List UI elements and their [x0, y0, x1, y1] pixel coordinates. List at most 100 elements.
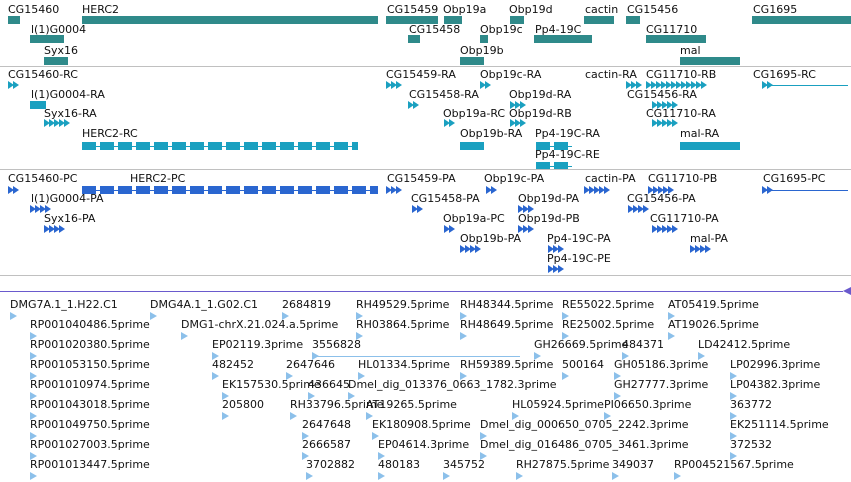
feature-label-rp004521567-5prime[interactable]: RP004521567.5prime	[674, 458, 794, 471]
feature-label-rh48344-5prime[interactable]: RH48344.5prime	[460, 298, 554, 311]
feature-label-3556828[interactable]: 3556828	[312, 338, 361, 351]
feature-label-re55022-5prime[interactable]: RE55022.5prime	[562, 298, 655, 311]
feature-bar-cg15456[interactable]	[626, 16, 640, 24]
feature-marker-205800[interactable]	[222, 412, 229, 420]
feature-label-cg15459-pa[interactable]: CG15459-PA	[387, 172, 456, 185]
feature-label-lp02996-3prime[interactable]: LP02996.3prime	[730, 358, 821, 371]
feature-marker-dmel-dig-013376-0663-1782-3prime[interactable]	[348, 392, 355, 400]
feature-label-rp001020380-5prime[interactable]: RP001020380.5prime	[30, 338, 150, 351]
feature-marker-rp001053150-5prime[interactable]	[30, 372, 37, 380]
feature-label-cg15460-pc[interactable]: CG15460-PC	[8, 172, 78, 185]
feature-label-dmg7a-1-1-h22-c1[interactable]: DMG7A.1_1.H22.C1	[10, 298, 118, 311]
feature-marker-rp001013447-5prime[interactable]	[30, 472, 37, 480]
feature-label-obp19d-pb[interactable]: Obp19d-PB	[518, 212, 580, 225]
feature-label-480183[interactable]: 480183	[378, 458, 420, 471]
feature-bar-l-1-g0004-ra[interactable]	[30, 101, 46, 109]
feature-marker-rp001010974-5prime[interactable]	[30, 392, 37, 400]
feature-marker-lp04382-3prime[interactable]	[730, 392, 737, 400]
feature-marker-rh48649-5prime[interactable]	[460, 332, 467, 340]
feature-label-obp19c[interactable]: Obp19c	[480, 23, 523, 36]
feature-marker-ld42412-5prime[interactable]	[698, 352, 705, 360]
feature-label-rh03864-5prime[interactable]: RH03864.5prime	[356, 318, 450, 331]
feature-label-pp4-19c-re[interactable]: Pp4-19C-RE	[535, 148, 600, 161]
feature-label-syx16-pa[interactable]: Syx16-PA	[44, 212, 96, 225]
feature-label-rp001043018-5prime[interactable]: RP001043018.5prime	[30, 398, 150, 411]
feature-marker-ep02119-3prime[interactable]	[212, 352, 219, 360]
feature-marker-at19265-5prime[interactable]	[366, 412, 373, 420]
feature-label-2647648[interactable]: 2647648	[302, 418, 351, 431]
feature-marker-480183[interactable]	[378, 472, 385, 480]
feature-label-cg15460-rc[interactable]: CG15460-RC	[8, 68, 78, 81]
feature-label-cg15456[interactable]: CG15456	[627, 3, 679, 16]
feature-label-syx16[interactable]: Syx16	[44, 44, 78, 57]
feature-label-herc2-pc[interactable]: HERC2-PC	[130, 172, 186, 185]
feature-marker-2647646[interactable]	[286, 372, 293, 380]
feature-label-cg11710-pa[interactable]: CG11710-PA	[650, 212, 719, 225]
feature-marker-gh27777-3prime[interactable]	[614, 392, 621, 400]
feature-marker-436645[interactable]	[308, 392, 315, 400]
feature-label-cg15456-ra[interactable]: CG15456-RA	[627, 88, 697, 101]
feature-label-484371[interactable]: 484371	[622, 338, 664, 351]
feature-marker-rh49529-5prime[interactable]	[356, 312, 363, 320]
feature-bar-mal[interactable]	[680, 57, 740, 65]
feature-bar-pp4-19c[interactable]	[534, 35, 592, 43]
feature-label-436645[interactable]: 436645	[308, 378, 350, 391]
feature-label-cg15456-pa[interactable]: CG15456-PA	[627, 192, 696, 205]
feature-label-482452[interactable]: 482452	[212, 358, 254, 371]
feature-bar-obp19b[interactable]	[460, 57, 484, 65]
feature-label-rh27875-5prime[interactable]: RH27875.5prime	[516, 458, 610, 471]
feature-label-rp001013447-5prime[interactable]: RP001013447.5prime	[30, 458, 150, 471]
feature-marker-lp02996-3prime[interactable]	[730, 372, 737, 380]
feature-label-gh26669-5prime[interactable]: GH26669.5prime	[534, 338, 629, 351]
feature-marker-3702882[interactable]	[306, 472, 313, 480]
feature-marker-rh48344-5prime[interactable]	[460, 312, 467, 320]
feature-bar-cg11710[interactable]	[646, 35, 706, 43]
feature-bar-obp19d[interactable]	[510, 16, 524, 24]
feature-label-obp19c-ra[interactable]: Obp19c-RA	[480, 68, 542, 81]
feature-label-l-1-g0004[interactable]: l(1)G0004	[31, 23, 87, 36]
feature-label-at19026-5prime[interactable]: AT19026.5prime	[668, 318, 759, 331]
feature-label-2666587[interactable]: 2666587	[302, 438, 351, 451]
feature-label-obp19d-pa[interactable]: Obp19d-PA	[518, 192, 580, 205]
feature-bar-obp19a[interactable]	[444, 16, 462, 24]
feature-label-obp19c-pa[interactable]: Obp19c-PA	[484, 172, 545, 185]
feature-label-obp19a-rc[interactable]: Obp19a-RC	[443, 107, 506, 120]
feature-label-rh59389-5prime[interactable]: RH59389.5prime	[460, 358, 554, 371]
feature-label-cg1695[interactable]: CG1695	[753, 3, 798, 16]
feature-label-cg1695-rc[interactable]: CG1695-RC	[753, 68, 816, 81]
feature-marker-dmg4a-1-1-g02-c1[interactable]	[150, 312, 157, 320]
feature-marker-dmel-dig-016486-0705-3461-3prime[interactable]	[480, 452, 487, 460]
feature-label-rp001010974-5prime[interactable]: RP001010974.5prime	[30, 378, 150, 391]
feature-marker-482452[interactable]	[212, 372, 219, 380]
feature-label-cg11710-pb[interactable]: CG11710-PB	[648, 172, 718, 185]
feature-label-syx16-ra[interactable]: Syx16-RA	[44, 107, 97, 120]
feature-marker-2684819[interactable]	[282, 312, 289, 320]
feature-marker-rp001027003-5prime[interactable]	[30, 452, 37, 460]
feature-marker-rp001040486-5prime[interactable]	[30, 332, 37, 340]
feature-label-cactin-ra[interactable]: cactin-RA	[585, 68, 637, 81]
feature-marker-2666587[interactable]	[302, 452, 309, 460]
feature-bar-cactin[interactable]	[584, 16, 614, 24]
feature-label-345752[interactable]: 345752	[443, 458, 485, 471]
feature-label-l-1-g0004-pa[interactable]: l(1)G0004-PA	[31, 192, 104, 205]
feature-marker-372532[interactable]	[730, 452, 737, 460]
feature-label-rp001053150-5prime[interactable]: RP001053150.5prime	[30, 358, 150, 371]
feature-marker-gh26669-5prime[interactable]	[534, 352, 541, 360]
feature-marker-363772[interactable]	[730, 412, 737, 420]
feature-marker-rp001020380-5prime[interactable]	[30, 352, 37, 360]
feature-label-pp4-19c-ra[interactable]: Pp4-19C-RA	[535, 127, 600, 140]
feature-label-dmel-dig-013376-0663-1782-3prime[interactable]: Dmel_dig_013376_0663_1782.3prime	[348, 378, 557, 391]
feature-bar-l-1-g0004[interactable]	[30, 35, 64, 43]
feature-bar-obp19c[interactable]	[480, 35, 488, 43]
feature-marker-rh03864-5prime[interactable]	[356, 332, 363, 340]
feature-label-obp19d-ra[interactable]: Obp19d-RA	[509, 88, 572, 101]
feature-label-cactin[interactable]: cactin	[585, 3, 619, 16]
feature-label-gh05186-3prime[interactable]: GH05186.3prime	[614, 358, 709, 371]
feature-label-gh27777-3prime[interactable]: GH27777.3prime	[614, 378, 709, 391]
feature-label-2647646[interactable]: 2647646	[286, 358, 335, 371]
feature-marker-ep04614-3prime[interactable]	[378, 452, 385, 460]
feature-label-pp4-19c[interactable]: Pp4-19C	[535, 23, 582, 36]
feature-label-cg15458[interactable]: CG15458	[409, 23, 461, 36]
feature-label-mal[interactable]: mal	[680, 44, 701, 57]
feature-marker-ek157530-5prime[interactable]	[222, 392, 229, 400]
